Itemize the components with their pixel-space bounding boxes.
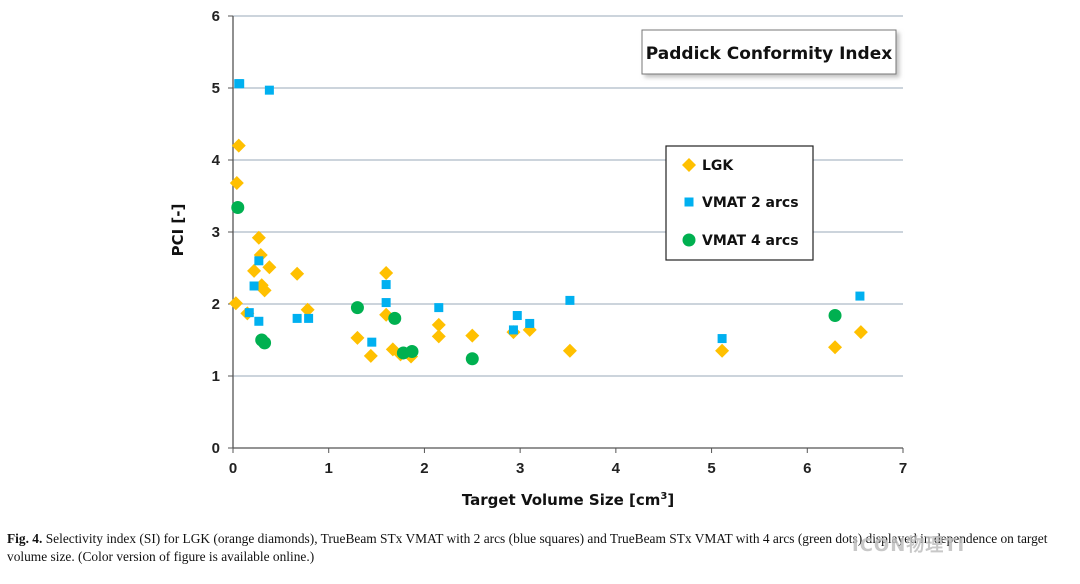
data-point: [229, 176, 244, 191]
data-point: [247, 263, 262, 278]
data-point: [264, 85, 274, 95]
x-axis-label-superscript: 3: [660, 491, 667, 502]
data-point: [508, 325, 518, 335]
x-tick-label: 6: [803, 460, 811, 477]
y-axis-label: PCI [-]: [169, 204, 187, 257]
caption-text: Selectivity index (SI) for LGK (orange d…: [7, 531, 1048, 564]
data-point: [434, 303, 444, 313]
data-point: [855, 291, 865, 301]
legend-label: LGK: [702, 158, 734, 174]
x-tick-label: 4: [612, 460, 621, 477]
data-point: [367, 337, 377, 347]
x-tick-label: 2: [420, 460, 428, 477]
data-point: [853, 325, 868, 340]
legend-marker: [682, 158, 696, 172]
x-axis-label: Target Volume Size [cm3]: [462, 491, 674, 509]
data-point: [388, 311, 402, 325]
data-point: [562, 343, 577, 358]
y-tick-label: 3: [212, 224, 220, 241]
data-point: [565, 295, 575, 305]
chart-title-box: Paddick Conformity Index: [641, 29, 897, 75]
y-tick-label: 1: [212, 368, 220, 385]
data-point: [350, 301, 364, 315]
data-point: [231, 201, 245, 215]
legend-marker: [684, 197, 694, 207]
data-point: [253, 248, 268, 263]
data-point: [257, 283, 272, 298]
data-point: [525, 318, 535, 328]
data-point: [304, 313, 314, 323]
data-point: [300, 302, 315, 317]
data-point: [512, 311, 522, 321]
tick-labels: 0 1 2 3 4 5 6 0 1 2 3 4 5 6 7: [212, 8, 908, 477]
data-point: [251, 230, 266, 245]
data-point: [379, 266, 394, 281]
data-point: [405, 345, 419, 359]
y-tick-label: 4: [212, 152, 221, 169]
caption-label: Fig. 4.: [7, 531, 43, 546]
data-point: [254, 316, 264, 326]
data-point: [290, 266, 305, 281]
data-point: [828, 340, 843, 355]
legend-label: VMAT 4 arcs: [702, 233, 799, 249]
x-tick-label: 5: [707, 460, 715, 477]
gridlines: [233, 15, 903, 377]
scatter-chart: 0 1 2 3 4 5 6 0 1 2 3 4 5 6 7 PCI [-] Target Volume Si…: [169, 8, 908, 509]
series-vmat-2-arcs: [234, 79, 865, 347]
data-point: [381, 298, 391, 308]
chart-title: Paddick Conformity Index: [646, 44, 892, 64]
x-tick-label: 7: [899, 460, 907, 477]
data-point: [258, 336, 272, 350]
data-point: [244, 308, 254, 318]
y-tick-label: 6: [212, 8, 220, 25]
data-point: [254, 256, 264, 266]
series-vmat-4-arcs: [231, 201, 842, 366]
data-point: [292, 313, 302, 323]
x-tick-label: 1: [325, 460, 333, 477]
figure-caption: Fig. 4. Selectivity index (SI) for LGK (…: [7, 530, 1073, 566]
x-tick-label: 3: [516, 460, 524, 477]
data-point: [350, 330, 365, 345]
x-tick-label: 0: [229, 460, 237, 477]
data-point: [465, 328, 480, 343]
data-point: [465, 352, 479, 366]
data-point: [381, 280, 391, 290]
data-point: [717, 334, 727, 344]
legend-label: VMAT 2 arcs: [702, 195, 799, 211]
y-tick-label: 0: [212, 440, 220, 457]
axes: [228, 15, 904, 453]
data-point: [828, 309, 842, 323]
data-point: [431, 329, 446, 344]
data-point: [262, 260, 277, 275]
data-point: [235, 79, 245, 89]
legend-marker: [682, 233, 696, 247]
y-tick-label: 2: [212, 296, 220, 313]
data-point: [715, 343, 730, 358]
data-point: [431, 317, 446, 332]
data-points: [228, 79, 868, 366]
data-point: [363, 348, 378, 363]
watermark: ICON物理TI: [852, 535, 966, 556]
data-point: [231, 138, 246, 153]
data-point: [249, 281, 259, 291]
y-tick-label: 5: [212, 80, 220, 97]
legend: LGK VMAT 2 arcs VMAT 4 arcs: [665, 145, 814, 261]
data-point: [228, 296, 243, 311]
